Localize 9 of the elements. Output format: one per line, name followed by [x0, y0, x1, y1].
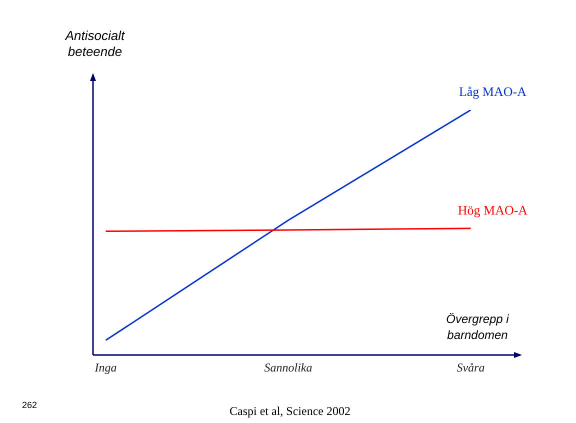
- x-tick-label: Sannolika: [264, 360, 312, 375]
- text: 262: [22, 400, 38, 410]
- series-label: Hög MAO-A: [458, 202, 528, 218]
- x-tick-label: Inga: [94, 360, 117, 375]
- x-tick-label: Svåra: [456, 360, 485, 375]
- series-label: Låg MAO-A: [458, 84, 528, 99]
- y-axis-title: Antisocialt beteende: [64, 28, 126, 60]
- x-axis-title: Övergrepp i barndomen: [445, 311, 510, 343]
- text: Caspi et al, Science 2002: [228, 404, 352, 419]
